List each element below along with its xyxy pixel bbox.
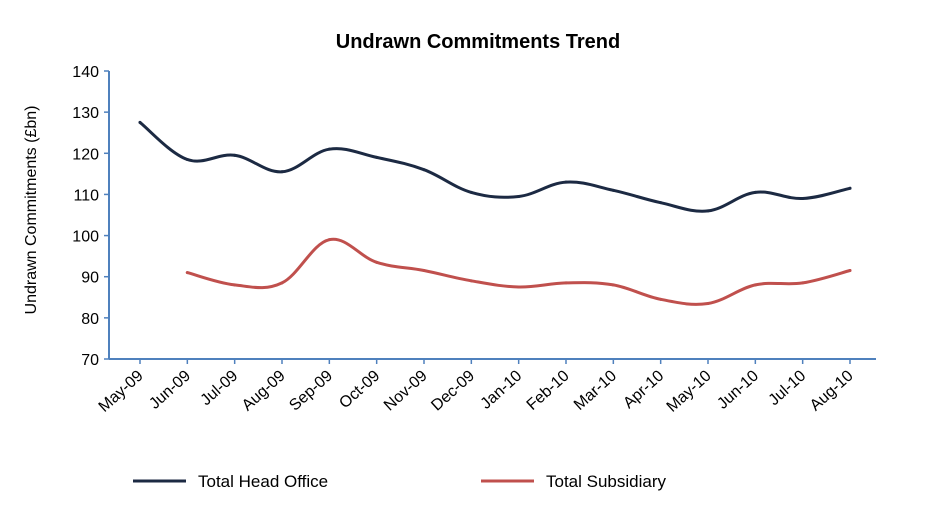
data-point-total-subsidiary <box>706 301 710 305</box>
y-tick-label: 130 <box>72 105 99 122</box>
y-tick-labels: 70 80 90 100 110 120 130 140 <box>72 64 109 369</box>
data-point-total-subsidiary <box>611 283 615 287</box>
data-point-total-head-office <box>185 157 189 161</box>
legend-label: Total Head Office <box>198 472 328 491</box>
data-point-total-head-office <box>280 170 284 174</box>
data-point-total-head-office <box>233 153 237 157</box>
y-tick-label: 70 <box>81 352 99 369</box>
series-line-total-head-office <box>138 120 852 213</box>
x-tick-label: Jan-10 <box>478 367 526 412</box>
data-point-total-head-office <box>706 209 710 213</box>
y-tick-label: 140 <box>72 64 99 81</box>
x-tick-label: Feb-10 <box>524 367 573 414</box>
y-tick-label: 120 <box>72 146 99 163</box>
data-point-total-subsidiary <box>233 283 237 287</box>
data-point-total-subsidiary <box>659 297 663 301</box>
data-point-total-subsidiary <box>801 281 805 285</box>
data-point-total-subsidiary <box>327 238 331 242</box>
data-point-total-head-office <box>611 188 615 192</box>
x-tick-label: May-09 <box>96 367 147 415</box>
legend: Total Head Office Total Subsidiary <box>133 472 667 491</box>
x-tick-label: Apr-10 <box>620 367 667 412</box>
y-axis-label: Undrawn Commitments (£bn) <box>23 106 40 315</box>
data-point-total-head-office <box>327 147 331 151</box>
x-tick-label: Nov-09 <box>381 367 431 414</box>
data-point-total-head-office <box>848 186 852 190</box>
x-tick-label: Oct-09 <box>336 367 383 412</box>
data-point-total-head-office <box>564 180 568 184</box>
data-point-total-subsidiary <box>185 271 189 275</box>
x-tick-label: Mar-10 <box>571 367 620 414</box>
x-tick-label: Aug-10 <box>807 367 857 414</box>
x-tick-label: Jul-10 <box>766 367 810 409</box>
x-tick-label: Jun-10 <box>714 367 762 412</box>
data-point-total-head-office <box>801 197 805 201</box>
y-tick-label: 100 <box>72 229 99 246</box>
x-tick-label: Dec-09 <box>428 367 478 414</box>
data-point-total-subsidiary <box>280 281 284 285</box>
data-point-total-head-office <box>659 201 663 205</box>
data-point-total-subsidiary <box>753 283 757 287</box>
data-point-total-subsidiary <box>564 281 568 285</box>
data-point-total-head-office <box>469 190 473 194</box>
legend-label: Total Subsidiary <box>546 472 667 491</box>
chart-title: Undrawn Commitments Trend <box>336 31 620 53</box>
data-point-total-subsidiary <box>375 260 379 264</box>
data-point-total-subsidiary <box>422 269 426 273</box>
x-tick-label: Jul-09 <box>198 367 242 409</box>
series-line-total-subsidiary <box>185 237 852 306</box>
x-tick-label: Aug-09 <box>239 367 289 414</box>
data-point-total-head-office <box>422 168 426 172</box>
x-tick-label: May-10 <box>664 367 715 415</box>
data-point-total-head-office <box>753 190 757 194</box>
data-point-total-subsidiary <box>469 279 473 283</box>
data-point-total-subsidiary <box>848 269 852 273</box>
axes <box>108 71 876 360</box>
data-point-total-head-office <box>138 120 142 124</box>
x-tick-label: Sep-09 <box>286 367 336 414</box>
y-tick-label: 80 <box>81 311 99 328</box>
y-tick-label: 90 <box>81 270 99 287</box>
data-point-total-head-office <box>375 155 379 159</box>
x-tick-label: Jun-09 <box>146 367 194 412</box>
y-tick-label: 110 <box>73 187 99 204</box>
data-point-total-subsidiary <box>517 285 521 289</box>
data-point-total-head-office <box>517 194 521 198</box>
series-lines <box>138 120 852 306</box>
